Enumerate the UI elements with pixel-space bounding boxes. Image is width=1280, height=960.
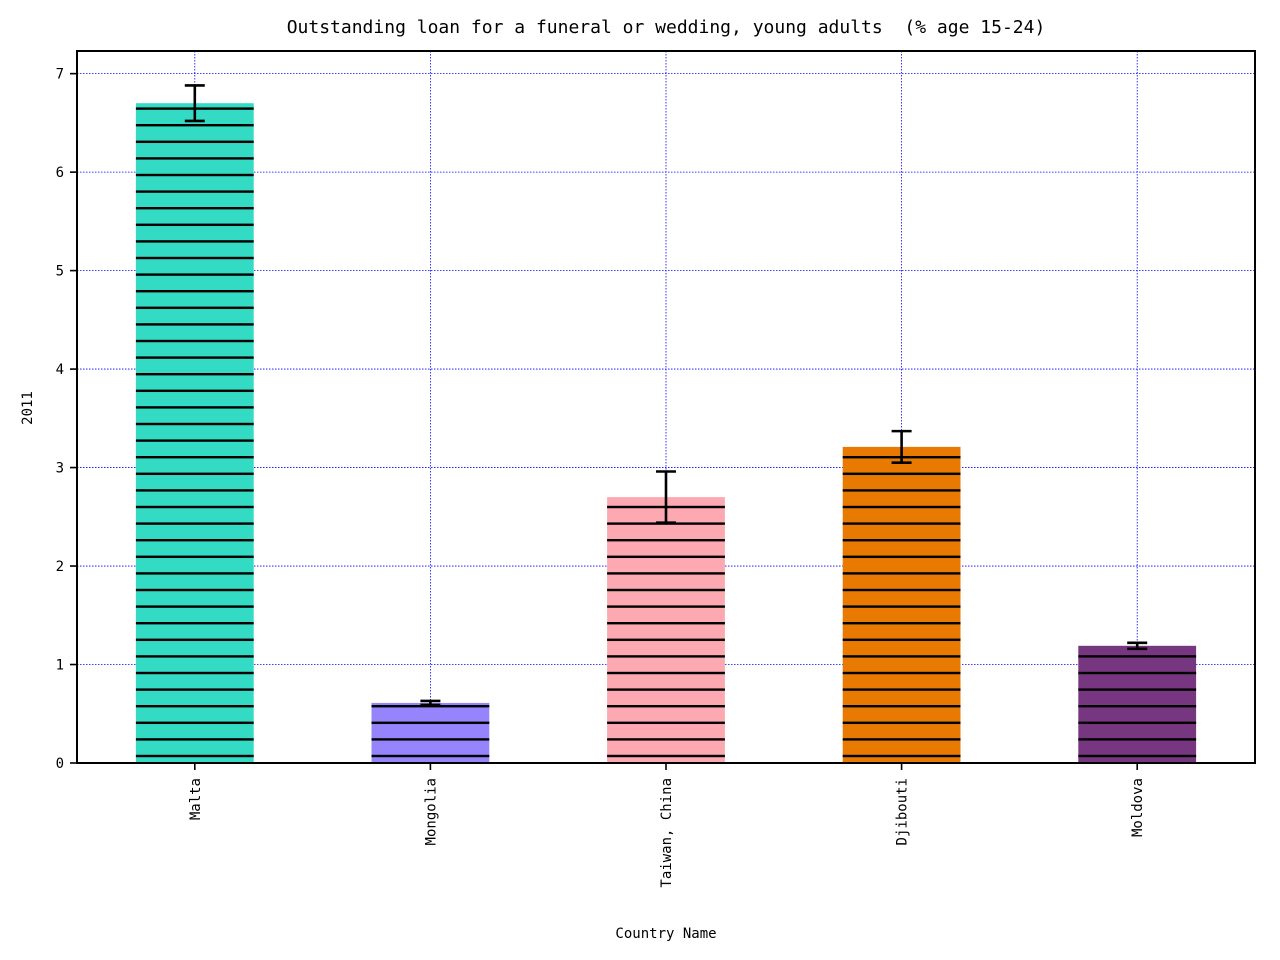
- chart-title: Outstanding loan for a funeral or weddin…: [287, 17, 1046, 38]
- x-tick-label: Malta: [188, 778, 204, 820]
- error-bar: [1127, 641, 1148, 651]
- y-tick-label: 3: [56, 461, 64, 477]
- error-bar: [184, 84, 205, 123]
- bars: [135, 103, 1197, 764]
- error-bar: [656, 470, 676, 525]
- y-tick-label: 6: [56, 165, 64, 181]
- bar-hatch: [135, 103, 254, 764]
- bar-hatch: [842, 446, 961, 763]
- error-bar: [891, 429, 912, 464]
- y-tick-label: 0: [56, 756, 64, 772]
- bar-hatch: [371, 702, 490, 763]
- x-tick-label: Taiwan, China: [659, 778, 675, 888]
- x-axis: Malta Mongolia Taiwan, China Djibouti Moldov…: [188, 763, 1146, 888]
- bar-hatch: [1078, 645, 1197, 763]
- y-tick-label: 5: [56, 264, 64, 280]
- y-tick-label: 1: [56, 658, 64, 674]
- x-tick-label: Mongolia: [423, 778, 439, 845]
- y-tick-label: 7: [56, 67, 64, 83]
- bar: [1078, 645, 1197, 763]
- error-bars: [184, 84, 1148, 707]
- x-tick-label: Djibouti: [895, 778, 911, 845]
- error-bar: [420, 699, 441, 707]
- y-tick-label: 2: [56, 559, 64, 575]
- bar: [607, 497, 725, 763]
- x-tick-label: Moldova: [1130, 778, 1146, 837]
- x-axis-label: Country Name: [615, 926, 716, 942]
- bar: [371, 702, 490, 763]
- y-axis: 0 1 2 3 4 5 6 7: [56, 67, 77, 772]
- bar: [135, 103, 254, 764]
- y-tick-label: 4: [56, 362, 64, 378]
- bar: [842, 446, 961, 763]
- y-axis-label: 2011: [20, 391, 36, 425]
- bar-hatch: [607, 497, 725, 763]
